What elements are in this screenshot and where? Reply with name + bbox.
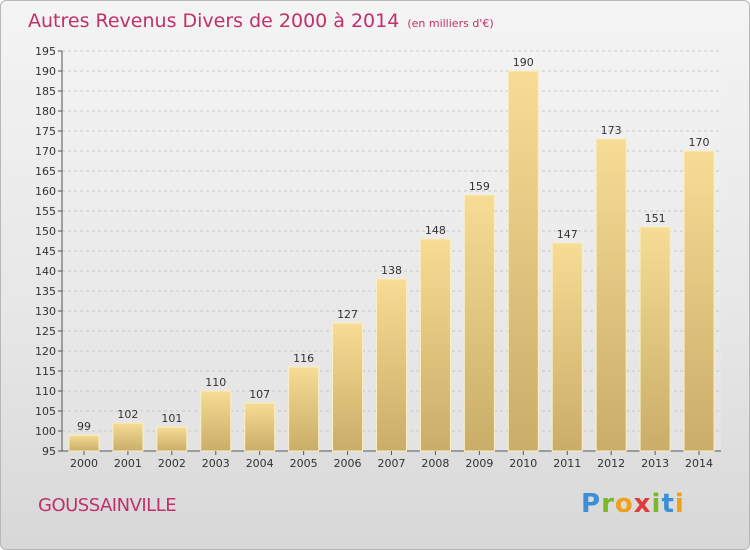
y-tick-label: 100 <box>35 425 56 438</box>
proxiti-logo: Proxiti <box>581 489 685 519</box>
data-label: 159 <box>469 180 490 193</box>
chart-title-main: Autres Revenus Divers de 2000 à 2014 <box>28 10 400 32</box>
data-label: 148 <box>425 224 446 237</box>
data-label: 107 <box>249 388 270 401</box>
y-tick-label: 105 <box>35 405 56 418</box>
logo-letter: i <box>674 489 685 519</box>
x-tick-label: 2014 <box>685 457 713 470</box>
x-tick-label: 2009 <box>465 457 493 470</box>
data-label: 138 <box>381 264 402 277</box>
bar <box>419 238 451 452</box>
place-name: GOUSSAINVILLE <box>38 495 177 516</box>
bar <box>156 426 188 452</box>
data-label: 116 <box>293 352 314 365</box>
x-tick-label: 2008 <box>421 457 449 470</box>
data-label: 151 <box>645 212 666 225</box>
bar <box>683 150 715 452</box>
y-tick-label: 190 <box>35 65 56 78</box>
data-label: 147 <box>557 228 578 241</box>
bar <box>507 70 539 452</box>
bar <box>595 138 627 452</box>
x-tick-label: 2010 <box>509 457 537 470</box>
x-tick-label: 2005 <box>290 457 318 470</box>
logo-letter: r <box>601 489 615 519</box>
data-label: 99 <box>77 420 91 433</box>
x-tick-label: 2011 <box>553 457 581 470</box>
bar <box>332 322 364 452</box>
y-tick-label: 170 <box>35 145 56 158</box>
y-tick-label: 115 <box>35 365 56 378</box>
bar-layer <box>68 70 715 452</box>
x-tick-label: 2000 <box>70 457 98 470</box>
bar <box>463 194 495 452</box>
data-label: 173 <box>601 124 622 137</box>
y-tick-label: 165 <box>35 165 56 178</box>
x-tick-label: 2003 <box>202 457 230 470</box>
y-tick-label: 125 <box>35 325 56 338</box>
y-tick-label: 150 <box>35 225 56 238</box>
y-tick-label: 180 <box>35 105 56 118</box>
x-tick-label: 2007 <box>378 457 406 470</box>
logo-letter: t <box>661 489 675 519</box>
bar <box>68 434 100 452</box>
y-tick-label: 95 <box>42 445 56 458</box>
data-label: 101 <box>161 412 182 425</box>
y-tick-label: 135 <box>35 285 56 298</box>
data-label: 127 <box>337 308 358 321</box>
y-tick-label: 130 <box>35 305 56 318</box>
data-label: 170 <box>689 136 710 149</box>
y-tick-label: 140 <box>35 265 56 278</box>
bar <box>639 226 671 452</box>
y-tick-label: 155 <box>35 205 56 218</box>
x-tick-label: 2006 <box>334 457 362 470</box>
bar <box>376 278 407 452</box>
logo-letter: i <box>651 489 662 519</box>
label-layer: 99 2000 102 2001 101 2002 110 2003 107 2004 116 200… <box>70 56 713 470</box>
y-tick-label: 145 <box>35 245 56 258</box>
bar <box>244 402 276 452</box>
bar <box>200 390 232 452</box>
y-tick-label: 195 <box>35 45 56 58</box>
logo-letter: o <box>614 489 634 519</box>
x-tick-label: 2004 <box>246 457 274 470</box>
x-tick-label: 2012 <box>597 457 625 470</box>
y-tick-label: 120 <box>35 345 56 358</box>
logo-letter: x <box>633 489 652 519</box>
bar <box>288 366 320 452</box>
y-tick-label: 160 <box>35 185 56 198</box>
x-tick-label: 2001 <box>114 457 142 470</box>
y-tick-label: 175 <box>35 125 56 138</box>
y-tick-label: 110 <box>35 385 56 398</box>
logo-letter: P <box>581 489 602 519</box>
bar <box>551 242 583 452</box>
bar <box>112 422 144 452</box>
data-label: 110 <box>205 376 226 389</box>
chart-title: Autres Revenus Divers de 2000 à 2014 (en … <box>28 10 494 32</box>
chart-title-unit: (en milliers d'€) <box>407 17 494 30</box>
x-tick-label: 2002 <box>158 457 186 470</box>
data-label: 102 <box>117 408 138 421</box>
x-tick-label: 2013 <box>641 457 669 470</box>
data-label: 190 <box>513 56 534 69</box>
y-tick-label: 185 <box>35 85 56 98</box>
